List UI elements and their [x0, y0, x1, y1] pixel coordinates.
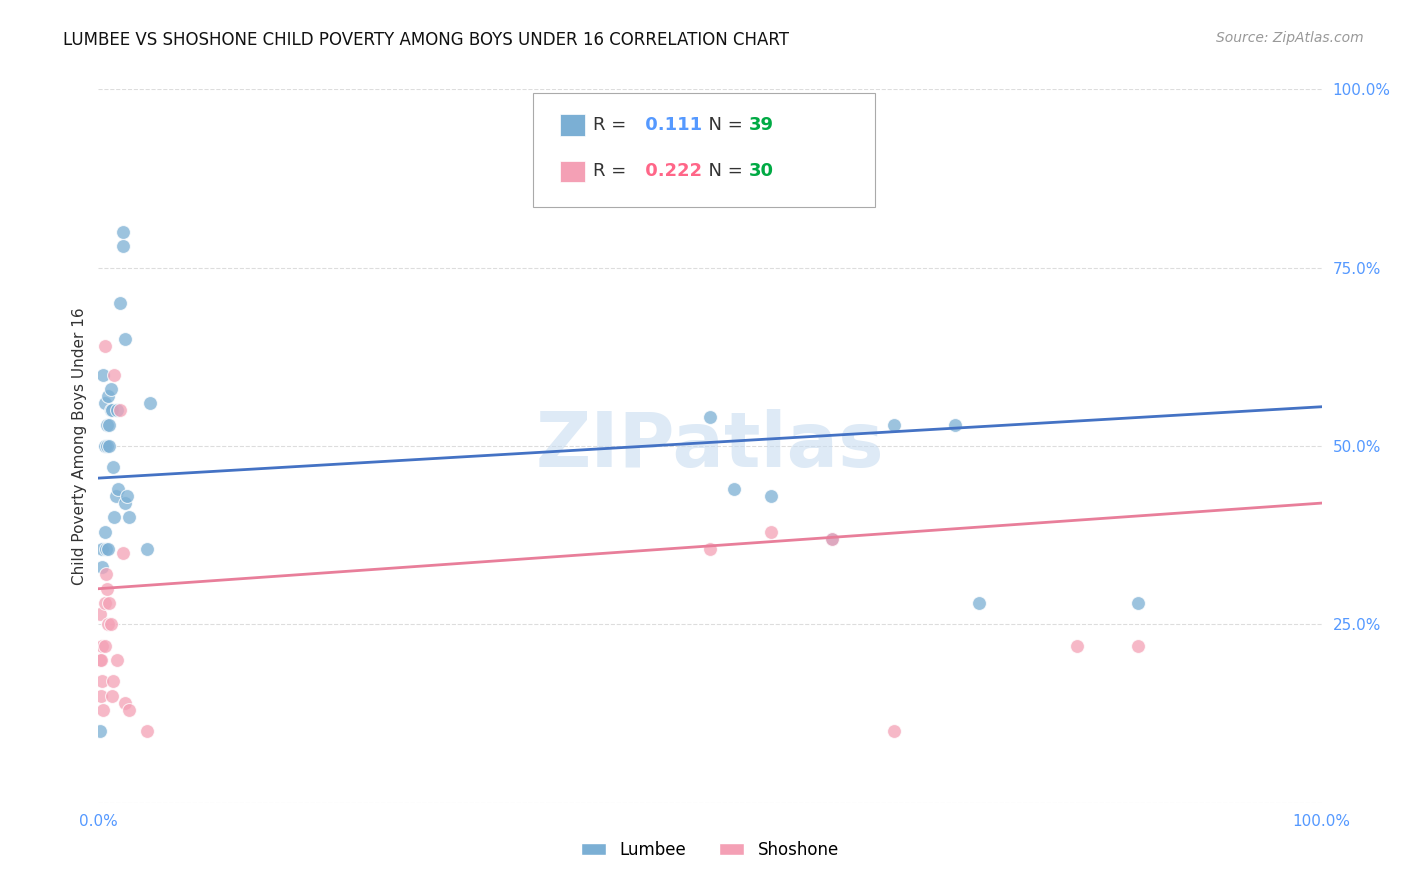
Point — [91, 560, 114, 574]
Point — [114, 496, 136, 510]
Text: 0.111: 0.111 — [640, 116, 702, 134]
FancyBboxPatch shape — [560, 161, 585, 182]
Point — [91, 542, 114, 557]
Point — [136, 724, 159, 739]
Point — [101, 460, 124, 475]
Point — [90, 653, 112, 667]
Point — [761, 489, 783, 503]
Point — [100, 617, 122, 632]
Point — [93, 524, 115, 539]
Point — [101, 674, 124, 689]
Point — [93, 339, 115, 353]
Point — [98, 596, 121, 610]
FancyBboxPatch shape — [560, 114, 585, 136]
Point — [967, 596, 990, 610]
Point — [1128, 639, 1150, 653]
Point — [105, 653, 128, 667]
Point — [723, 482, 745, 496]
Point — [94, 567, 117, 582]
Text: R =: R = — [592, 116, 631, 134]
Point — [883, 417, 905, 432]
Point — [91, 368, 114, 382]
Point — [821, 532, 844, 546]
Point — [103, 510, 125, 524]
Point — [97, 542, 120, 557]
Text: 39: 39 — [749, 116, 775, 134]
Point — [104, 489, 127, 503]
Point — [1066, 639, 1088, 653]
Point — [943, 417, 966, 432]
Text: 30: 30 — [749, 162, 775, 180]
Point — [89, 724, 111, 739]
Point — [100, 403, 122, 417]
Point — [761, 524, 783, 539]
Point — [90, 689, 112, 703]
Point — [96, 582, 118, 596]
Point — [114, 332, 136, 346]
Point — [114, 696, 136, 710]
Text: N =: N = — [696, 116, 748, 134]
Point — [91, 674, 114, 689]
Point — [89, 653, 111, 667]
Text: ZIPatlas: ZIPatlas — [536, 409, 884, 483]
Point — [111, 546, 134, 560]
Point — [97, 617, 120, 632]
Point — [101, 689, 124, 703]
Point — [89, 607, 111, 621]
Point — [93, 439, 115, 453]
Text: 0.222: 0.222 — [640, 162, 702, 180]
Point — [699, 410, 721, 425]
Point — [111, 239, 134, 253]
Point — [97, 389, 120, 403]
Text: Source: ZipAtlas.com: Source: ZipAtlas.com — [1216, 31, 1364, 45]
FancyBboxPatch shape — [533, 93, 875, 207]
Point — [110, 403, 132, 417]
Point — [94, 542, 117, 557]
Text: R =: R = — [592, 162, 631, 180]
Point — [93, 396, 115, 410]
Point — [93, 596, 115, 610]
Legend: Lumbee, Shoshone: Lumbee, Shoshone — [575, 835, 845, 866]
Point — [1128, 596, 1150, 610]
Point — [101, 403, 124, 417]
Point — [98, 439, 121, 453]
Point — [93, 639, 115, 653]
Point — [96, 439, 118, 453]
Point — [111, 225, 134, 239]
Point — [699, 542, 721, 557]
Point — [136, 542, 159, 557]
Point — [100, 382, 122, 396]
Point — [139, 396, 162, 410]
Point — [118, 510, 141, 524]
Point — [96, 417, 118, 432]
Text: LUMBEE VS SHOSHONE CHILD POVERTY AMONG BOYS UNDER 16 CORRELATION CHART: LUMBEE VS SHOSHONE CHILD POVERTY AMONG B… — [63, 31, 789, 49]
Point — [110, 296, 132, 310]
Y-axis label: Child Poverty Among Boys Under 16: Child Poverty Among Boys Under 16 — [72, 307, 87, 585]
Point — [105, 403, 128, 417]
Point — [115, 489, 138, 503]
Text: N =: N = — [696, 162, 748, 180]
Point — [91, 639, 114, 653]
Point — [91, 703, 114, 717]
Point — [107, 482, 129, 496]
Point — [883, 724, 905, 739]
Point — [103, 368, 125, 382]
Point — [98, 417, 121, 432]
Point — [821, 532, 844, 546]
Point — [118, 703, 141, 717]
